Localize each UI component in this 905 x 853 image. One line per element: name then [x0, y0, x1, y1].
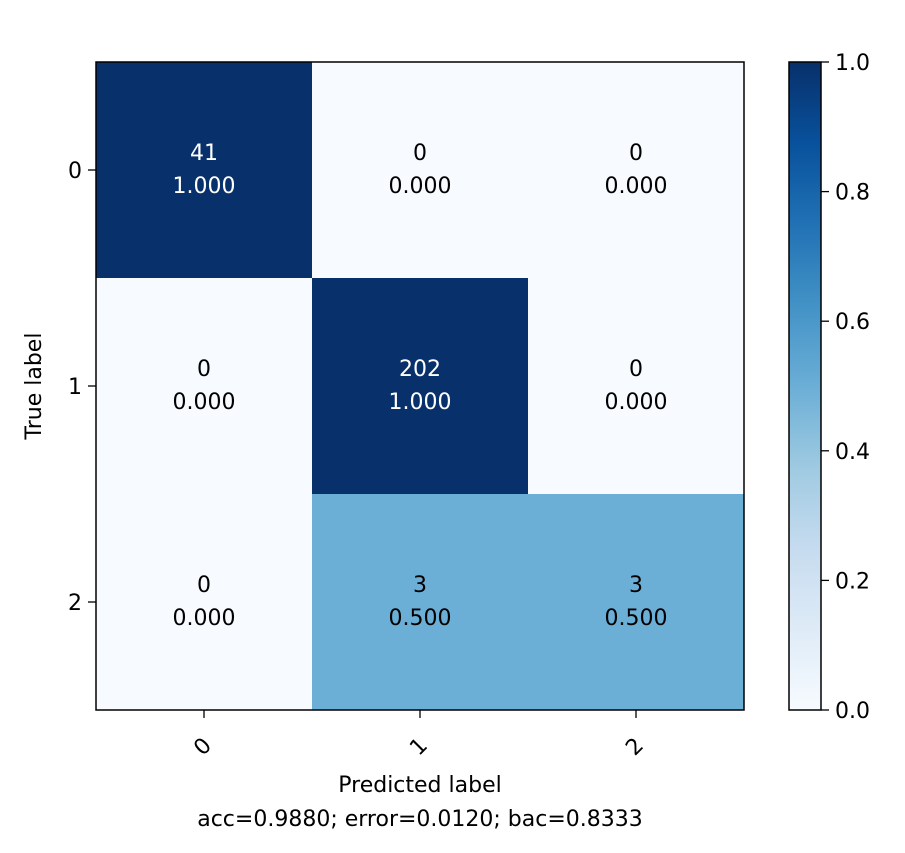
heatmap-cells: 41 1.000 0 0.000 0 0.000 0 0.000 202 1.000 0 0.000 0… [96, 62, 744, 710]
colorbar-tick-label-0: 0.0 [835, 699, 870, 724]
colorbar-ticks: 0.0 0.2 0.4 0.6 0.8 1.0 [821, 51, 870, 724]
colorbar-tick-label-4: 0.8 [835, 181, 870, 206]
colorbar-tick-label-2: 0.4 [835, 440, 870, 465]
heatmap-cell-1-1 [312, 278, 528, 494]
x-tick-label-1: 1 [405, 733, 433, 761]
y-tick-label-0: 0 [68, 159, 82, 184]
heatmap-cell-0-2 [528, 62, 744, 278]
heatmap-cell-2-0 [96, 494, 312, 710]
colorbar-tick-label-1: 0.2 [835, 569, 870, 594]
colorbar-tick-label-3: 0.6 [835, 310, 870, 335]
cell-normalized-label-2-1: 0.500 [389, 606, 452, 631]
cell-count-label-0-2: 0 [629, 141, 643, 166]
cell-count-label-2-2: 3 [629, 573, 643, 598]
cell-count-label-1-2: 0 [629, 357, 643, 382]
heatmap-cell-1-2 [528, 278, 744, 494]
cell-count-label-1-0: 0 [197, 357, 211, 382]
x-axis-ticks: 0 1 2 [189, 710, 649, 761]
cell-count-label-1-1: 202 [399, 357, 441, 382]
y-tick-label-1: 1 [68, 375, 82, 400]
y-axis-label: True label [22, 333, 47, 441]
cell-normalized-label-0-2: 0.000 [605, 174, 668, 199]
x-axis-label: Predicted label [338, 773, 501, 798]
cell-normalized-label-1-1: 1.000 [389, 390, 452, 415]
x-tick-label-0: 0 [189, 733, 217, 761]
x-tick-label-2: 2 [621, 733, 649, 761]
heatmap-cell-2-2 [528, 494, 744, 710]
y-tick-label-2: 2 [68, 591, 82, 616]
cell-normalized-label-0-0: 1.000 [173, 174, 236, 199]
cell-normalized-label-0-1: 0.000 [389, 174, 452, 199]
cell-count-label-0-0: 41 [190, 141, 218, 166]
heatmap-cell-2-1 [312, 494, 528, 710]
cell-normalized-label-1-2: 0.000 [605, 390, 668, 415]
heatmap-cell-0-1 [312, 62, 528, 278]
y-axis-ticks: 0 1 2 [68, 159, 96, 616]
cell-normalized-label-1-0: 0.000 [173, 390, 236, 415]
cell-normalized-label-2-0: 0.000 [173, 606, 236, 631]
heatmap-cell-1-0 [96, 278, 312, 494]
cell-count-label-0-1: 0 [413, 141, 427, 166]
colorbar [788, 61, 822, 711]
cell-count-label-2-0: 0 [197, 573, 211, 598]
colorbar-tick-label-5: 1.0 [835, 51, 870, 76]
heatmap-cell-0-0 [96, 62, 312, 278]
cell-normalized-label-2-2: 0.500 [605, 606, 668, 631]
cell-count-label-2-1: 3 [413, 573, 427, 598]
metrics-summary: acc=0.9880; error=0.0120; bac=0.8333 [197, 807, 643, 832]
